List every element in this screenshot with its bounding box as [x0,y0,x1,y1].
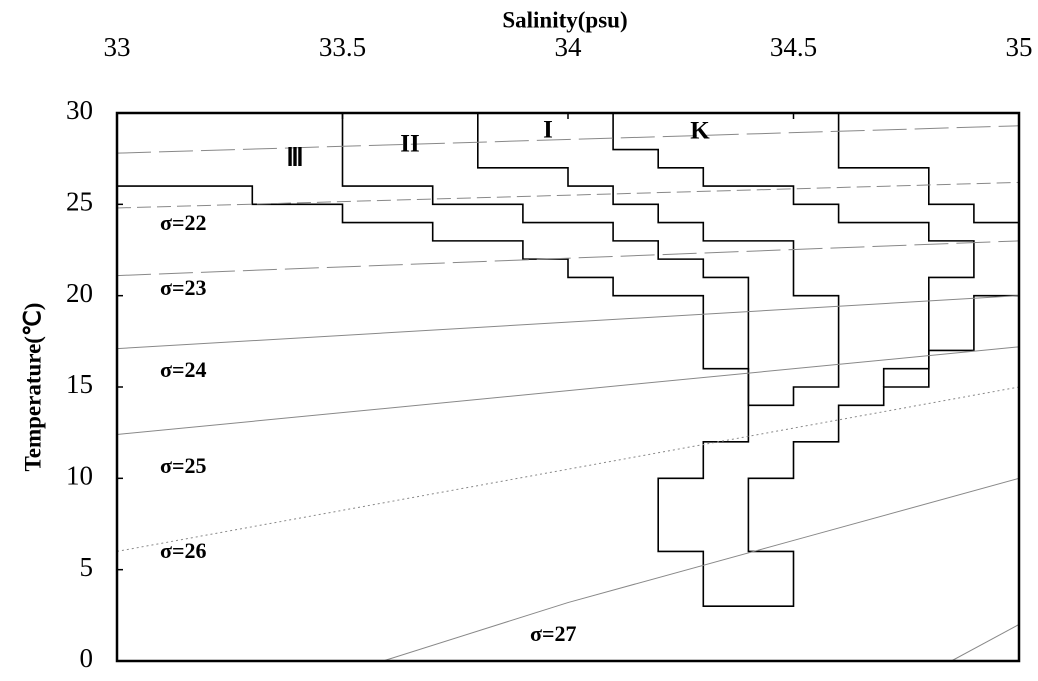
x-tick-label: 33.5 [319,32,366,62]
contour-label: σ=26 [160,538,207,563]
density-contour [117,346,1019,435]
boundary-line [117,113,1019,608]
x-axis-title: Salinity(psu) [502,7,627,32]
boundary-line [612,113,975,387]
density-contour [117,125,1019,154]
y-tick-label: 5 [80,552,94,582]
x-tick-label: 34 [555,32,583,62]
density-contour [117,295,1019,350]
y-axis-title: Temperature(℃) [20,303,45,472]
contour-label: σ=24 [160,357,207,382]
contour-label: σ=23 [160,275,207,300]
boundary-line [341,113,840,407]
contour-label: σ=27 [530,621,577,646]
density-contour [951,624,1019,661]
x-tick-label: 35 [1006,32,1033,62]
y-tick-label: 25 [66,187,93,217]
water-mass-label: K [690,118,710,145]
y-tick-label: 15 [66,369,93,399]
water-mass-label: Ⅲ [286,145,303,172]
x-tick-label: 34.5 [770,32,817,62]
x-tick-label: 33 [104,32,131,62]
density-contour [117,240,1019,277]
y-tick-label: 0 [80,643,94,673]
contour-label: σ=22 [160,210,207,235]
y-tick-label: 30 [66,95,93,125]
water-mass-label: II [400,131,419,158]
plot-frame [115,111,1021,663]
y-tick-label: 20 [66,278,93,308]
water-mass-label: I [543,117,553,144]
contour-label: σ=25 [160,453,207,478]
y-tick-label: 10 [66,461,93,491]
density-contour [382,477,1019,661]
density-contour [117,181,1019,209]
density-contour [117,386,1019,552]
